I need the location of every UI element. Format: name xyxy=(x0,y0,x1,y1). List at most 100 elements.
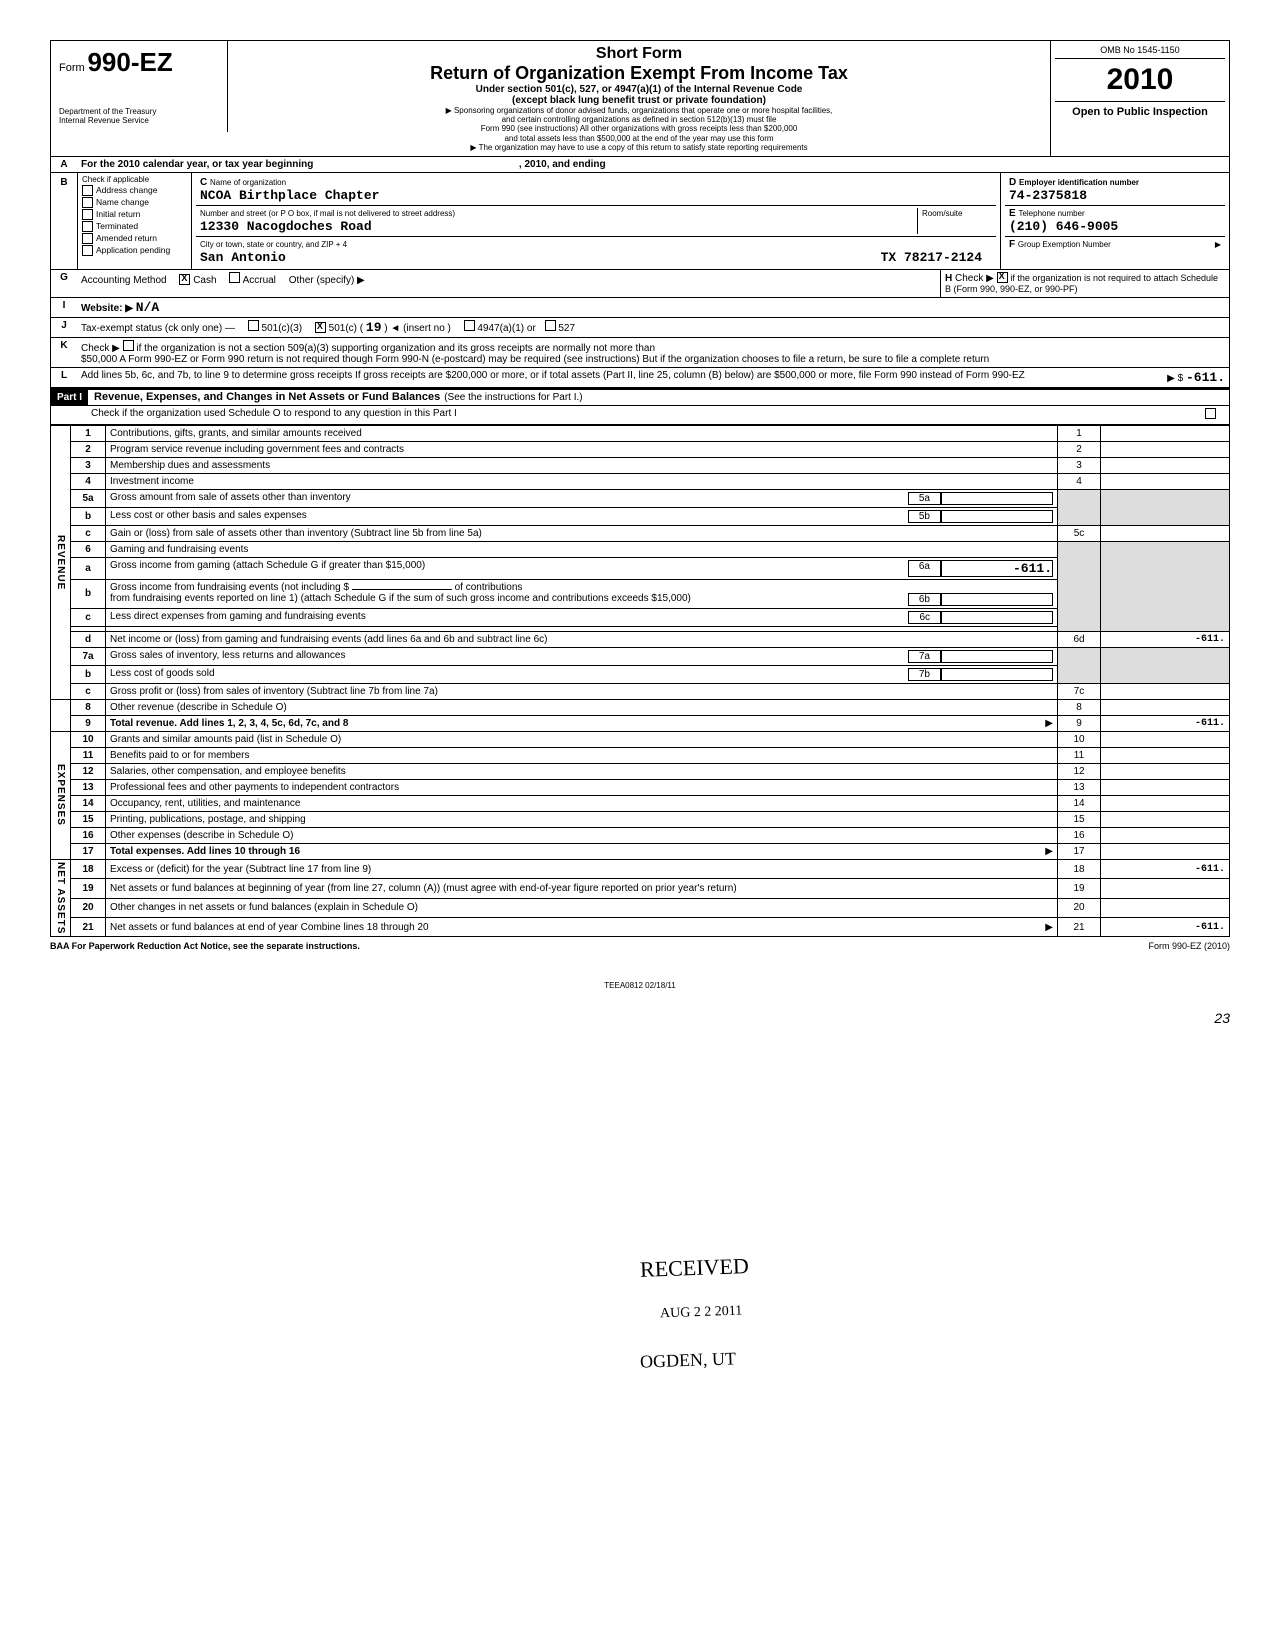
checkbox-terminated[interactable] xyxy=(82,221,93,232)
line11-desc: Benefits paid to or for members xyxy=(106,747,1058,763)
line-a: A For the 2010 calendar year, or tax yea… xyxy=(50,157,1230,173)
checkbox-k[interactable] xyxy=(123,340,134,351)
line-4: 4Investment income4 xyxy=(51,473,1230,489)
line20-desc: Other changes in net assets or fund bala… xyxy=(106,898,1058,917)
label-h: H xyxy=(945,273,952,284)
checkbox-name-change[interactable] xyxy=(82,197,93,208)
l-text: Add lines 5b, 6c, and 7b, to line 9 to d… xyxy=(81,370,1025,381)
footer-mid: TEEA0812 02/18/11 xyxy=(50,981,1230,990)
open-inspection: Open to Public Inspection xyxy=(1055,106,1225,118)
checkbox-cash[interactable] xyxy=(179,274,190,285)
accrual-label: Accrual xyxy=(243,275,276,286)
line5c-desc: Gain or (loss) from sale of assets other… xyxy=(106,525,1058,541)
line-14: 14Occupancy, rent, utilities, and mainte… xyxy=(51,795,1230,811)
checkbox-501c3[interactable] xyxy=(248,320,259,331)
part1-check-text: Check if the organization used Schedule … xyxy=(91,408,457,419)
org-name: NCOA Birthplace Chapter xyxy=(200,188,379,203)
k-check: Check ▶ xyxy=(81,343,120,354)
part1-title: Revenue, Expenses, and Changes in Net As… xyxy=(88,391,440,403)
line-a-text: For the 2010 calendar year, or tax year … xyxy=(81,159,313,170)
line-12: 12Salaries, other compensation, and empl… xyxy=(51,763,1230,779)
line-6: 6Gaming and fundraising events xyxy=(51,541,1230,557)
line10-desc: Grants and similar amounts paid (list in… xyxy=(106,731,1058,747)
line-11: 11Benefits paid to or for members11 xyxy=(51,747,1230,763)
line-6c: cLess direct expenses from gaming and fu… xyxy=(51,608,1230,626)
line7c-desc: Gross profit or (loss) from sales of inv… xyxy=(106,683,1058,699)
omb-number: OMB No 1545-1150 xyxy=(1055,45,1225,59)
line6b-desc1: Gross income from fundraising events (no… xyxy=(110,582,349,593)
subtitle: Under section 501(c), 527, or 4947(a)(1)… xyxy=(238,84,1040,95)
label-e: E xyxy=(1009,208,1016,219)
checkbox-part1[interactable] xyxy=(1205,408,1216,419)
501c-close: ) ◄ (insert no ) xyxy=(384,323,451,334)
line5b-desc: Less cost or other basis and sales expen… xyxy=(110,510,307,521)
fine2: and certain controlling organizations as… xyxy=(238,115,1040,124)
line18-desc: Excess or (deficit) for the year (Subtra… xyxy=(106,859,1058,878)
checkbox-4947[interactable] xyxy=(464,320,475,331)
org-state-zip: TX 78217-2124 xyxy=(881,250,992,265)
line4-desc: Investment income xyxy=(106,473,1058,489)
right-ids: D Employer identification number 74-2375… xyxy=(1000,173,1229,269)
received-stamp: RECEIVED xyxy=(640,1253,750,1283)
title-cell: Short Form Return of Organization Exempt… xyxy=(228,41,1051,156)
name-label: Name of organization xyxy=(210,178,286,187)
tax-year: 2010 xyxy=(1055,63,1225,102)
line15-desc: Printing, publications, postage, and shi… xyxy=(106,811,1058,827)
line6d-amount: -611. xyxy=(1101,631,1230,647)
part1-paren: (See the instructions for Part I.) xyxy=(440,392,582,403)
line-g-h: G Accounting Method Cash Accrual Other (… xyxy=(50,270,1230,298)
line-6a: aGross income from gaming (attach Schedu… xyxy=(51,557,1230,579)
line-17: 17Total expenses. Add lines 10 through 1… xyxy=(51,843,1230,859)
city-label: City or town, state or country, and ZIP … xyxy=(200,240,347,249)
page-number: 23 xyxy=(50,1010,1230,1026)
501c-number: 19 xyxy=(366,320,382,335)
l-arrow: ▶ $ xyxy=(1167,373,1183,384)
checkbox-initial[interactable] xyxy=(82,209,93,220)
checkbox-527[interactable] xyxy=(545,320,556,331)
line6a-desc: Gross income from gaming (attach Schedul… xyxy=(110,560,425,571)
line17-desc: Total expenses. Add lines 10 through 16 xyxy=(110,846,300,857)
line-6d: dNet income or (loss) from gaming and fu… xyxy=(51,631,1230,647)
org-address: 12330 Nacogdoches Road xyxy=(200,219,372,234)
line6b-desc2: of contributions xyxy=(455,582,523,593)
line-8: 8Other revenue (describe in Schedule O)8 xyxy=(51,699,1230,715)
date-stamp: AUG 2 2 2011 xyxy=(660,1304,743,1323)
label-g: G xyxy=(51,270,77,297)
checkbox-501c[interactable] xyxy=(315,322,326,333)
line5a-desc: Gross amount from sale of assets other t… xyxy=(110,492,351,503)
checkbox-amended[interactable] xyxy=(82,233,93,244)
checkbox-accrual[interactable] xyxy=(229,272,240,283)
netassets-sidebar: NET ASSETS xyxy=(51,859,71,936)
main-title: Return of Organization Exempt From Incom… xyxy=(238,63,1040,84)
label-j: J xyxy=(51,318,77,337)
website-value: N/A xyxy=(136,300,159,315)
line-15: 15Printing, publications, postage, and s… xyxy=(51,811,1230,827)
terminated-label: Terminated xyxy=(96,221,138,231)
fine1: ▶ Sponsoring organizations of donor advi… xyxy=(238,106,1040,115)
tax-exempt-label: Tax-exempt status (ck only one) — xyxy=(81,323,235,334)
checkbox-h[interactable] xyxy=(997,272,1008,283)
footer-left: BAA For Paperwork Reduction Act Notice, … xyxy=(50,941,360,951)
line-7c: cGross profit or (loss) from sales of in… xyxy=(51,683,1230,699)
line19-desc: Net assets or fund balances at beginning… xyxy=(106,879,1058,898)
501c-open: 501(c) ( xyxy=(329,323,363,334)
line-5c: cGain or (loss) from sale of assets othe… xyxy=(51,525,1230,541)
k-text2: if the organization is not a section 509… xyxy=(136,343,655,354)
year-cell: OMB No 1545-1150 2010 Open to Public Ins… xyxy=(1051,41,1229,122)
checkbox-addr-change[interactable] xyxy=(82,185,93,196)
ogden-stamp: OGDEN, UT xyxy=(640,1348,737,1372)
line-1: REVENUE 1Contributions, gifts, grants, a… xyxy=(51,425,1230,441)
part1-header: Part I Revenue, Expenses, and Changes in… xyxy=(50,388,1230,406)
line7a-desc: Gross sales of inventory, less returns a… xyxy=(110,650,345,661)
checkbox-pending[interactable] xyxy=(82,245,93,256)
line16-desc: Other expenses (describe in Schedule O) xyxy=(106,827,1058,843)
dept-irs: Internal Revenue Service xyxy=(59,117,219,126)
label-f: F xyxy=(1009,239,1015,250)
expenses-sidebar: EXPENSES xyxy=(51,731,71,859)
footer-right: Form 990-EZ (2010) xyxy=(1148,941,1230,951)
line-7b: bLess cost of goods sold 7b xyxy=(51,665,1230,683)
line13-desc: Professional fees and other payments to … xyxy=(106,779,1058,795)
line-5b: bLess cost or other basis and sales expe… xyxy=(51,507,1230,525)
org-city: San Antonio xyxy=(200,250,286,265)
addr-label: Number and street (or P O box, if mail i… xyxy=(200,209,455,218)
